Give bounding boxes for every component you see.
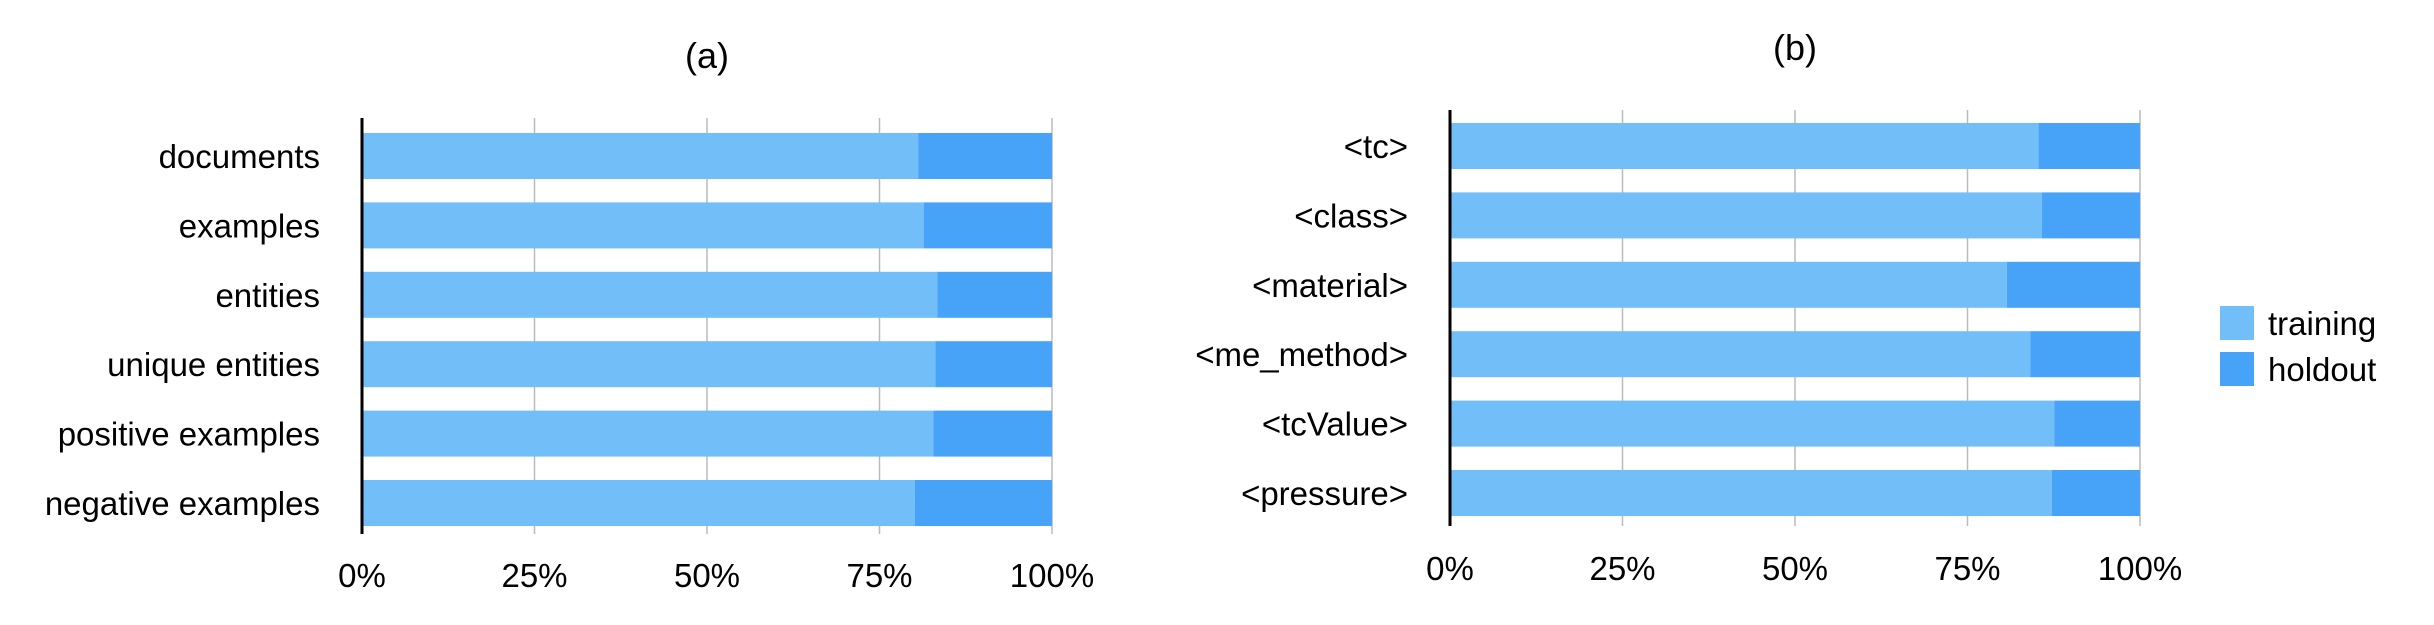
bar-training-b (1450, 331, 2031, 378)
legend: training holdout (2220, 305, 2376, 388)
x-tick-label-a: 0% (338, 557, 386, 594)
bar-holdout-a (914, 480, 1052, 526)
category-label-a: examples (179, 207, 320, 244)
chart-title-a: (a) (685, 35, 729, 76)
bar-training-a (362, 480, 915, 526)
bar-training-a (362, 410, 934, 457)
x-tick-label-b: 50% (1762, 550, 1828, 587)
category-label-b: <class> (1294, 197, 1408, 234)
category-label-b: <pressure> (1241, 475, 1408, 512)
category-label-a: unique entities (107, 346, 320, 383)
bar-training-a (362, 133, 919, 179)
x-tick-label-b: 100% (2098, 550, 2182, 587)
x-tick-label-a: 50% (674, 557, 740, 594)
bar-training-b (1450, 123, 2039, 169)
category-label-a: entities (215, 277, 320, 314)
x-tick-label-b: 75% (1934, 550, 2000, 587)
category-label-b: <me_method> (1195, 336, 1408, 373)
bar-holdout-b (2042, 192, 2140, 239)
bar-training-b (1450, 261, 2007, 308)
bar-holdout-b (2051, 470, 2140, 516)
bar-holdout-b (2038, 123, 2140, 169)
legend-swatch-training (2220, 306, 2254, 340)
bar-holdout-a (935, 341, 1052, 388)
bar-holdout-a (923, 202, 1052, 249)
category-label-b: <tc> (1344, 128, 1408, 165)
bar-holdout-a (933, 410, 1052, 457)
category-label-a: positive examples (58, 416, 320, 453)
category-label-b: <tcValue> (1262, 406, 1408, 443)
bar-holdout-b (2006, 261, 2140, 308)
x-tick-label-b: 25% (1589, 550, 1655, 587)
chart-a: (a) documents examples entities unique entit… (45, 35, 1094, 594)
bar-training-b (1450, 470, 2052, 516)
x-tick-label-a: 25% (501, 557, 567, 594)
bar-holdout-a (937, 271, 1052, 318)
bar-training-a (362, 202, 924, 249)
legend-swatch-holdout (2220, 352, 2254, 386)
category-label-b: <material> (1252, 267, 1408, 304)
legend-label-holdout: holdout (2268, 351, 2376, 388)
chart-b: (b) <tc> <class> <material> <me_method> <tcVa… (1195, 27, 2182, 587)
bar-training-b (1450, 400, 2055, 447)
bar-training-a (362, 271, 938, 318)
bar-holdout-b (2030, 331, 2140, 378)
category-label-a: negative examples (45, 485, 320, 522)
bar-training-b (1450, 192, 2043, 239)
bar-training-a (362, 341, 936, 388)
bar-holdout-b (2054, 400, 2140, 447)
legend-label-training: training (2268, 305, 2376, 342)
bar-holdout-a (918, 133, 1052, 179)
x-tick-label-a: 100% (1010, 557, 1094, 594)
category-label-a: documents (159, 138, 320, 175)
x-tick-label-b: 0% (1426, 550, 1474, 587)
chart-title-b: (b) (1773, 27, 1817, 68)
x-tick-label-a: 75% (846, 557, 912, 594)
